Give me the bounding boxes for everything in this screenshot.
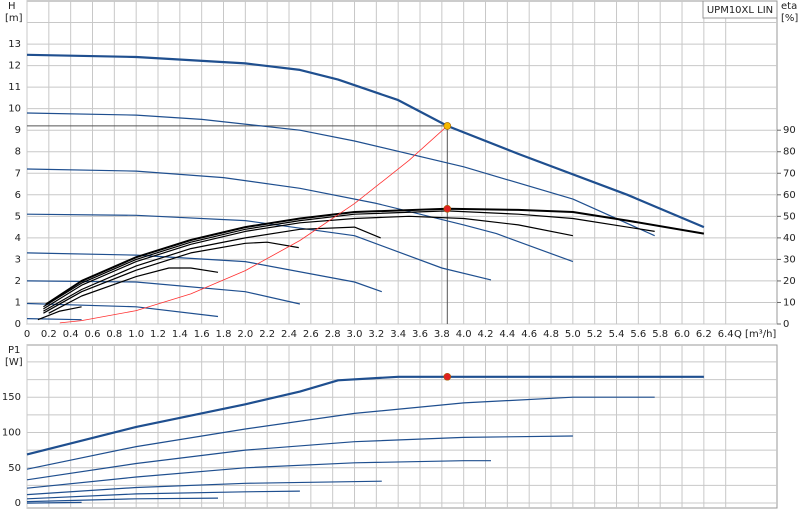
curve bbox=[26, 490, 300, 500]
curve bbox=[26, 213, 492, 281]
x-tick-label: 2.4 bbox=[281, 329, 297, 340]
duty-point bbox=[443, 122, 452, 130]
x-tick-label: 3.8 bbox=[434, 329, 450, 340]
x-tick-label: 3.0 bbox=[347, 329, 363, 340]
y-tick-label: 0 bbox=[15, 319, 21, 330]
x-tick-label: 3.6 bbox=[412, 329, 428, 340]
x-tick-label: 2.6 bbox=[303, 329, 319, 340]
y-tick-label: 11 bbox=[8, 82, 21, 93]
x-tick-label: 1.8 bbox=[216, 329, 232, 340]
x-tick-label: 0.6 bbox=[85, 329, 101, 340]
x-tick-label: 4.6 bbox=[521, 329, 537, 340]
x-tick-label: 1.4 bbox=[172, 329, 188, 340]
curve bbox=[26, 318, 82, 321]
curve bbox=[26, 460, 491, 489]
x-tick-label: 4.8 bbox=[543, 329, 559, 340]
y-tick-label: 7 bbox=[15, 168, 21, 179]
y-axis-label: H bbox=[8, 1, 16, 12]
y-tick-label: 50 bbox=[8, 463, 21, 474]
y-axis-unit: [m] bbox=[5, 13, 23, 24]
curve bbox=[45, 207, 705, 306]
plot-frame bbox=[26, 0, 778, 325]
x-tick-label: 5.8 bbox=[652, 329, 668, 340]
y2-tick-label: 0 bbox=[783, 319, 789, 330]
duty-point bbox=[443, 372, 452, 381]
y2-tick-label: 40 bbox=[783, 233, 796, 244]
x-tick-label: 0.8 bbox=[106, 329, 122, 340]
x-tick-label: 2.8 bbox=[325, 329, 341, 340]
y-tick-label: 100 bbox=[2, 427, 21, 438]
y2-tick-label: 50 bbox=[783, 211, 796, 222]
curve bbox=[26, 375, 704, 456]
y-tick-label: 1 bbox=[15, 297, 21, 308]
x-tick-label: 4.2 bbox=[478, 329, 494, 340]
x-tick-label: 2.2 bbox=[259, 329, 275, 340]
x-tick-label: 2.0 bbox=[237, 329, 253, 340]
x-tick-label: 6.0 bbox=[674, 329, 690, 340]
y-tick-label: 8 bbox=[15, 147, 21, 158]
y2-tick-label: 20 bbox=[783, 276, 796, 287]
curve bbox=[26, 168, 574, 263]
curve bbox=[43, 241, 299, 314]
y2-tick-label: 80 bbox=[783, 147, 796, 158]
x-tick-label: 1.6 bbox=[194, 329, 210, 340]
curve bbox=[26, 497, 219, 503]
curve bbox=[26, 252, 383, 293]
y-tick-label: 9 bbox=[15, 125, 21, 136]
x-tick-label: 3.4 bbox=[390, 329, 406, 340]
curve bbox=[26, 112, 655, 237]
curve bbox=[43, 215, 574, 310]
curve bbox=[26, 53, 705, 229]
x-tick-label: 1.0 bbox=[128, 329, 144, 340]
x-tick-label: 5.6 bbox=[630, 329, 646, 340]
x-axis-label: Q [m³/h] bbox=[734, 329, 776, 340]
x-tick-label: 5.4 bbox=[609, 329, 625, 340]
y2-tick-label: 90 bbox=[783, 125, 796, 136]
x-tick-label: 6.4 bbox=[718, 329, 734, 340]
curve bbox=[43, 210, 655, 308]
x-tick-label: 1.2 bbox=[150, 329, 166, 340]
x-tick-label: 6.2 bbox=[696, 329, 712, 340]
y2-axis-label: eta bbox=[781, 1, 797, 12]
x-tick-label: 0.4 bbox=[63, 329, 79, 340]
y-tick-label: 5 bbox=[15, 211, 21, 222]
y-tick-label: 2 bbox=[15, 276, 21, 287]
x-tick-label: 3.2 bbox=[368, 329, 384, 340]
curve bbox=[26, 302, 219, 318]
duty-point bbox=[443, 204, 452, 213]
curve bbox=[43, 226, 381, 312]
x-tick-label: 0.2 bbox=[41, 329, 57, 340]
y-tick-label: 3 bbox=[15, 254, 21, 265]
x-tick-label: 4.0 bbox=[456, 329, 472, 340]
plot-frame bbox=[26, 344, 778, 509]
curve bbox=[26, 396, 655, 470]
y2-tick-label: 30 bbox=[783, 254, 796, 265]
y2-tick-label: 70 bbox=[783, 168, 796, 179]
y2-tick-label: 10 bbox=[783, 297, 796, 308]
y-tick-label: 10 bbox=[8, 104, 21, 115]
curve bbox=[26, 501, 82, 504]
y-tick-label: 0 bbox=[15, 498, 21, 509]
legend-box bbox=[702, 0, 778, 19]
y-tick-label: 12 bbox=[8, 61, 21, 72]
curve bbox=[37, 306, 82, 321]
x-tick-label: 5.2 bbox=[587, 329, 603, 340]
y-tick-label: 13 bbox=[8, 39, 21, 50]
y2-tick-label: 60 bbox=[783, 190, 796, 201]
y-tick-label: 6 bbox=[15, 190, 21, 201]
curve bbox=[59, 125, 448, 324]
curve bbox=[26, 480, 382, 496]
x-tick-label: 5.0 bbox=[565, 329, 581, 340]
y2-axis-unit: [%] bbox=[781, 13, 798, 24]
x-tick-label: 0 bbox=[24, 329, 30, 340]
curve bbox=[48, 267, 219, 314]
y-axis-label: P1 bbox=[8, 345, 20, 356]
x-tick-label: 4.4 bbox=[499, 329, 515, 340]
curve bbox=[26, 435, 573, 481]
y-tick-label: 4 bbox=[15, 233, 21, 244]
y-tick-label: 150 bbox=[2, 392, 21, 403]
legend-label: UPM10XL LIN bbox=[707, 5, 773, 16]
y-axis-unit: [W] bbox=[5, 357, 23, 368]
